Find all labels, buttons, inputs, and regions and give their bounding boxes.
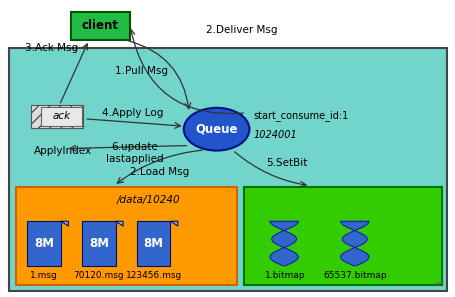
FancyBboxPatch shape xyxy=(16,187,237,285)
Text: 123456.msg: 123456.msg xyxy=(125,271,182,280)
Bar xyxy=(82,221,116,266)
Text: 1024001: 1024001 xyxy=(253,130,296,140)
Text: start_consume_id:1: start_consume_id:1 xyxy=(253,110,348,121)
Text: 8M: 8M xyxy=(89,237,109,250)
Text: /data/10240: /data/10240 xyxy=(116,195,180,205)
Circle shape xyxy=(183,108,249,151)
Text: 5.SetBit: 5.SetBit xyxy=(266,158,307,168)
Text: 6.update
lastapplied: 6.update lastapplied xyxy=(106,142,163,164)
Polygon shape xyxy=(116,221,123,226)
Text: ApplyIndex: ApplyIndex xyxy=(34,146,92,157)
Polygon shape xyxy=(269,221,298,266)
Bar xyxy=(31,105,83,128)
Text: ↵: ↵ xyxy=(434,279,444,290)
Text: 1.Pull Msg: 1.Pull Msg xyxy=(115,66,167,76)
Text: ack: ack xyxy=(52,111,71,121)
Polygon shape xyxy=(170,221,177,226)
Text: 4.Apply Log: 4.Apply Log xyxy=(101,108,162,119)
Text: 8M: 8M xyxy=(143,237,163,250)
Text: 1.bitmap: 1.bitmap xyxy=(264,271,305,280)
Text: 3.Ack Msg: 3.Ack Msg xyxy=(25,42,78,53)
FancyBboxPatch shape xyxy=(71,12,130,40)
Polygon shape xyxy=(61,221,68,226)
Text: 2.Deliver Msg: 2.Deliver Msg xyxy=(206,25,277,35)
FancyBboxPatch shape xyxy=(9,48,446,291)
Bar xyxy=(136,221,170,266)
Polygon shape xyxy=(340,221,368,266)
Bar xyxy=(27,221,61,266)
Text: 8M: 8M xyxy=(34,237,54,250)
Text: client: client xyxy=(81,20,119,32)
Bar xyxy=(41,107,82,126)
Text: 65537.bitmap: 65537.bitmap xyxy=(323,271,387,280)
Text: Queue: Queue xyxy=(195,123,238,136)
Text: 1.msg: 1.msg xyxy=(30,271,58,280)
Text: 2.Load Msg: 2.Load Msg xyxy=(130,167,189,177)
Text: 70120.msg: 70120.msg xyxy=(73,271,124,280)
FancyBboxPatch shape xyxy=(243,187,441,285)
